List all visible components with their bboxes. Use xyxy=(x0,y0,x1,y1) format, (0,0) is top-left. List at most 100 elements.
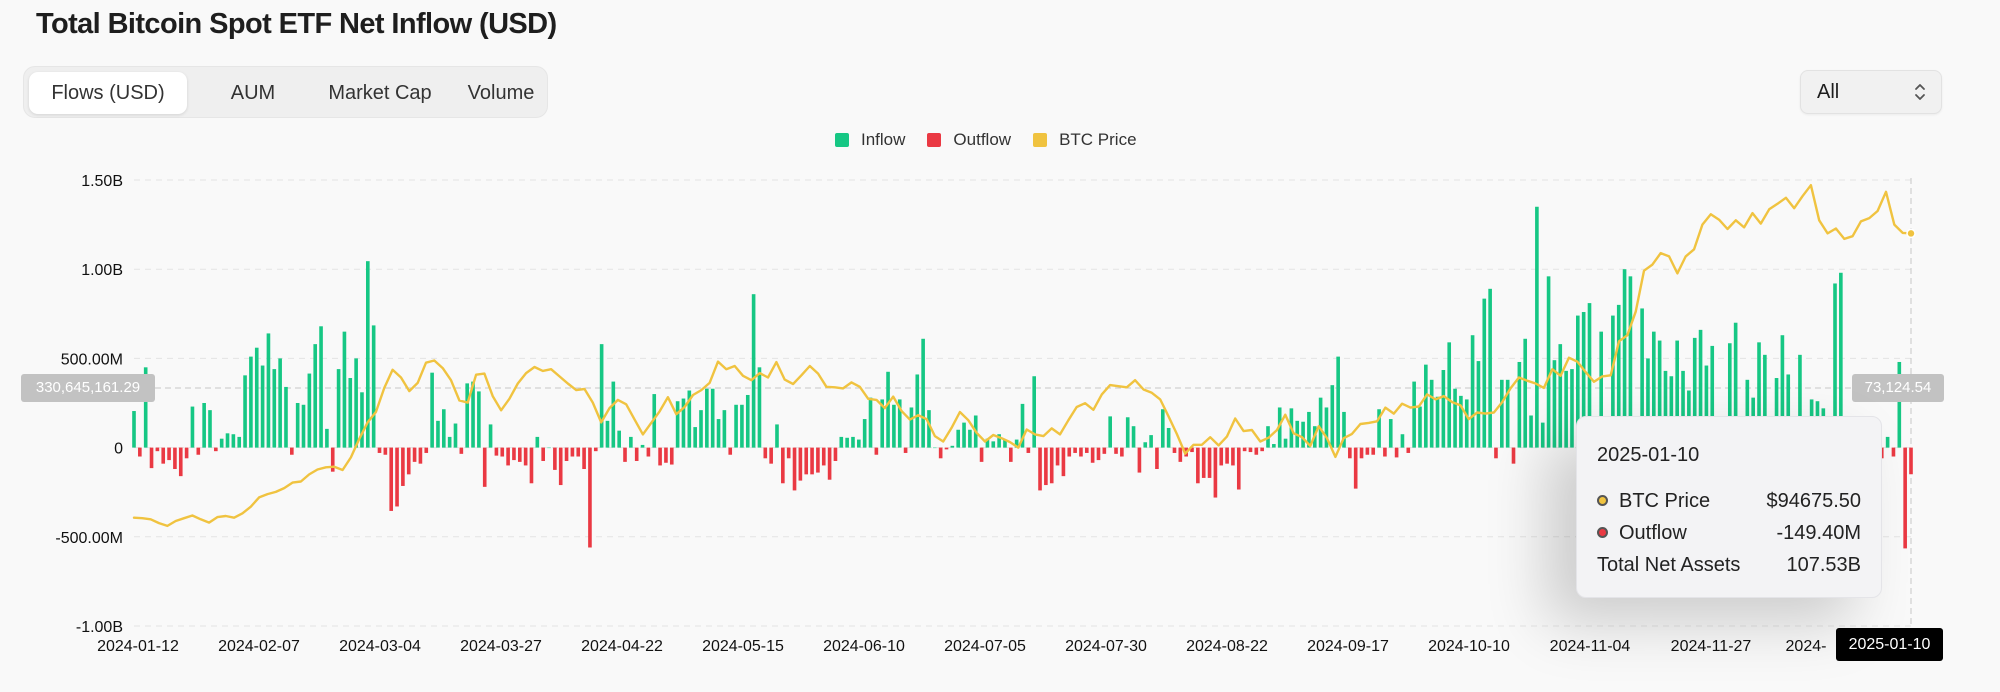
inflow-bar xyxy=(734,404,738,448)
inflow-bar xyxy=(1336,356,1340,448)
inflow-bar xyxy=(1897,361,1902,448)
outflow-bar xyxy=(781,447,785,484)
x-tick-label: 2024-08-22 xyxy=(1186,638,1268,655)
inflow-bar xyxy=(745,394,750,448)
legend-label-inflow: Inflow xyxy=(861,130,906,149)
inflow-bar xyxy=(371,325,376,448)
outflow-bar xyxy=(944,447,949,450)
inflow-bar xyxy=(1500,379,1504,448)
outflow-bar xyxy=(1190,447,1194,453)
tab-flows-usd[interactable]: Flows (USD) xyxy=(29,72,187,114)
outflow-bar xyxy=(1155,447,1159,470)
outflow-bar xyxy=(330,447,335,472)
inflow-bar xyxy=(1307,411,1311,448)
inflow-bar xyxy=(1143,442,1148,448)
outflow-bar xyxy=(658,447,662,466)
inflow-bar xyxy=(1464,399,1469,448)
inflow-bar xyxy=(605,420,610,448)
y-tick-label: 1.50B xyxy=(81,173,123,190)
outflow-bar xyxy=(1061,447,1066,477)
outflow-bar xyxy=(1511,447,1516,464)
outflow-bar xyxy=(833,447,838,461)
inflow-bar xyxy=(962,422,966,448)
inflow-bar xyxy=(535,436,540,448)
legend-label-btc-price: BTC Price xyxy=(1059,130,1137,149)
inflow-bar xyxy=(249,356,253,448)
inflow-bar xyxy=(1108,416,1112,448)
inflow-bar xyxy=(1745,379,1750,448)
inflow-bar xyxy=(348,378,353,448)
inflow-bar xyxy=(1833,283,1837,448)
outflow-bar xyxy=(1406,447,1411,453)
inflow-bar xyxy=(471,381,475,448)
inflow-bar xyxy=(599,344,604,448)
outflow-bar xyxy=(1067,447,1072,457)
legend-outflow[interactable]: Outflow xyxy=(927,130,1011,150)
outflow-bar xyxy=(418,447,423,464)
tab-volume[interactable]: Volume xyxy=(467,82,535,104)
outflow-bar xyxy=(1353,447,1358,489)
outflow-bar xyxy=(1102,447,1107,454)
inflow-bar xyxy=(1681,370,1685,448)
outflow-bar xyxy=(816,447,820,473)
tab-market-cap[interactable]: Market Cap xyxy=(328,82,432,104)
outflow-bar xyxy=(1009,447,1013,462)
x-tick-label: 2024-10-10 xyxy=(1428,638,1510,655)
outflow-bar xyxy=(582,447,586,470)
btc-price-line xyxy=(132,184,1913,528)
inflow-bar xyxy=(295,403,300,448)
inflow-bar xyxy=(1482,298,1487,448)
inflow-bar xyxy=(202,403,206,448)
y-tick-label: 500.00M xyxy=(61,351,123,368)
inflow-bar xyxy=(447,436,452,448)
outflow-bar xyxy=(184,447,189,459)
inflow-bar xyxy=(909,407,914,448)
outflow-bar xyxy=(1348,447,1352,459)
tooltip-label: Total Net Assets xyxy=(1597,554,1741,576)
legend-btc-price[interactable]: BTC Price xyxy=(1033,130,1137,150)
inflow-bar xyxy=(722,410,727,448)
outflow-bar xyxy=(512,447,516,461)
range-select-value: All xyxy=(1817,81,1840,103)
outflow-bar xyxy=(377,447,382,453)
outflow-bar xyxy=(178,447,183,477)
inflow-bar xyxy=(1581,312,1586,448)
inflow-bar xyxy=(839,436,844,448)
outflow-bar xyxy=(161,447,166,464)
inflow-bar xyxy=(1651,331,1656,448)
inflow-bar xyxy=(143,367,148,448)
outflow-bar xyxy=(1137,447,1142,473)
legend-inflow[interactable]: Inflow xyxy=(835,130,905,150)
range-select[interactable]: All xyxy=(1800,70,1942,114)
outflow-bar xyxy=(1084,447,1089,453)
inflow-bar xyxy=(319,326,323,448)
outflow-bar xyxy=(553,447,557,470)
outflow-bar xyxy=(482,447,487,487)
outflow-bar xyxy=(810,447,814,475)
inflow-bar xyxy=(243,375,247,448)
x-tick-label: 2024-06-10 xyxy=(823,638,905,655)
outflow-bar xyxy=(623,447,627,462)
x-tick-label: 2024-11-04 xyxy=(1550,638,1631,655)
outflow-bar xyxy=(1371,447,1376,455)
inflow-bar xyxy=(1698,329,1703,448)
outflow-bar xyxy=(167,447,171,461)
inflow-bar xyxy=(1441,370,1446,448)
outflow-bar xyxy=(763,447,768,459)
inflow-bar xyxy=(693,427,697,448)
inflow-bar xyxy=(1447,342,1452,448)
tab-aum[interactable]: AUM xyxy=(230,82,276,104)
inflow-bar xyxy=(1324,407,1329,448)
outflow-bar xyxy=(1073,447,1077,453)
inflow-bar xyxy=(1517,361,1522,448)
outflow-bar xyxy=(500,447,505,457)
outflow-bar xyxy=(523,447,528,466)
inflow-bar xyxy=(1798,354,1802,448)
inflow-bar xyxy=(1657,340,1662,448)
outflow-bar xyxy=(1909,447,1913,475)
inflow-bar xyxy=(266,333,271,448)
inflow-bar xyxy=(313,344,318,448)
inflow-bar xyxy=(360,392,364,448)
x-tick-label: 2024-03-04 xyxy=(339,638,421,655)
inflow-bar xyxy=(886,371,890,448)
